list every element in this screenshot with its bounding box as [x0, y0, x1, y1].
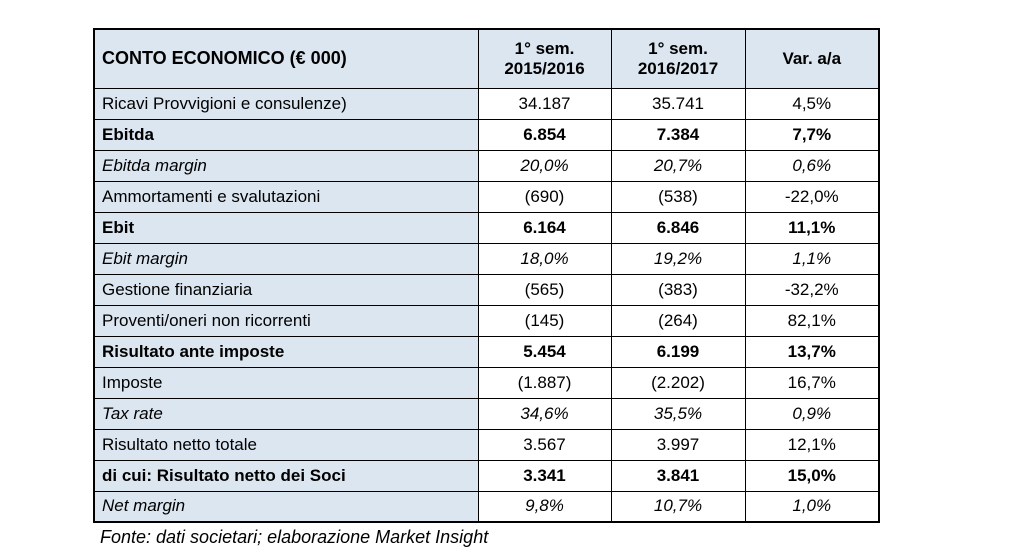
row-value: 34.187	[477, 87, 612, 120]
table-row: Ammortamenti e svalutazioni (690) (538) -22…	[93, 180, 880, 213]
row-value: 0,9%	[744, 397, 880, 430]
col-header-line1: 1° sem.	[648, 39, 708, 59]
row-value: 7.384	[610, 118, 746, 151]
row-value: 3.997	[610, 428, 746, 461]
row-label: di cui: Risultato netto dei Soci	[93, 459, 479, 492]
row-value: 20,7%	[610, 149, 746, 182]
row-label: Gestione finanziaria	[93, 273, 479, 306]
table-body: Ricavi Provvigioni e consulenze) 34.187 35…	[93, 87, 880, 523]
row-value: -22,0%	[744, 180, 880, 213]
table-row: Risultato ante imposte 5.454 6.199 13,7%	[93, 335, 880, 368]
row-label: Net margin	[93, 490, 479, 523]
row-value: (145)	[477, 304, 612, 337]
table-row: Net margin 9,8% 10,7% 1,0%	[93, 490, 880, 523]
table-row: Risultato netto totale 3.567 3.997 12,1%	[93, 428, 880, 461]
col-header-line2: 2015/2016	[504, 58, 585, 78]
row-value: 10,7%	[610, 490, 746, 523]
row-label: Imposte	[93, 366, 479, 399]
row-label: Risultato ante imposte	[93, 335, 479, 368]
table-row: Ricavi Provvigioni e consulenze) 34.187 35…	[93, 87, 880, 120]
row-value: 19,2%	[610, 242, 746, 275]
col-header-line1: Var. a/a	[782, 48, 842, 68]
row-value: 34,6%	[477, 397, 612, 430]
row-value: 35.741	[610, 87, 746, 120]
col-header-var-yoy: Var. a/a	[744, 28, 880, 89]
row-value: 3.841	[610, 459, 746, 492]
row-value: 6.846	[610, 211, 746, 244]
row-value: 6.164	[477, 211, 612, 244]
table-row: Ebitda 6.854 7.384 7,7%	[93, 118, 880, 151]
row-value: 1,0%	[744, 490, 880, 523]
row-value: 0,6%	[744, 149, 880, 182]
row-value: 3.567	[477, 428, 612, 461]
row-value: (2.202)	[610, 366, 746, 399]
table-row: di cui: Risultato netto dei Soci 3.341 3.8…	[93, 459, 880, 492]
table-row: Proventi/oneri non ricorrenti (145) (264) 8…	[93, 304, 880, 337]
table-title-cell: CONTO ECONOMICO (€ 000)	[93, 28, 479, 89]
row-value: (538)	[610, 180, 746, 213]
table-row: Imposte (1.887) (2.202) 16,7%	[93, 366, 880, 399]
row-label: Ebit margin	[93, 242, 479, 275]
income-statement-table: CONTO ECONOMICO (€ 000) 1° sem. 2015/201…	[93, 28, 880, 523]
row-value: 35,5%	[610, 397, 746, 430]
row-value: 4,5%	[744, 87, 880, 120]
row-value: (383)	[610, 273, 746, 306]
row-value: 12,1%	[744, 428, 880, 461]
row-label: Ricavi Provvigioni e consulenze)	[93, 87, 479, 120]
row-value: 15,0%	[744, 459, 880, 492]
row-label: Risultato netto totale	[93, 428, 479, 461]
row-value: 20,0%	[477, 149, 612, 182]
row-value: 9,8%	[477, 490, 612, 523]
row-value: (690)	[477, 180, 612, 213]
row-value: (264)	[610, 304, 746, 337]
row-label: Ebit	[93, 211, 479, 244]
row-value: -32,2%	[744, 273, 880, 306]
header-row: CONTO ECONOMICO (€ 000) 1° sem. 2015/201…	[93, 28, 880, 89]
row-value: 6.199	[610, 335, 746, 368]
table-row: Ebitda margin 20,0% 20,7% 0,6%	[93, 149, 880, 182]
row-label: Ebitda	[93, 118, 479, 151]
col-header-line2: 2016/2017	[637, 58, 719, 78]
table-row: Ebit 6.164 6.846 11,1%	[93, 211, 880, 244]
row-value: 6.854	[477, 118, 612, 151]
row-value: 11,1%	[744, 211, 880, 244]
row-label: Ammortamenti e svalutazioni	[93, 180, 479, 213]
table-row: Ebit margin 18,0% 19,2% 1,1%	[93, 242, 880, 275]
row-label: Proventi/oneri non ricorrenti	[93, 304, 479, 337]
row-value: 5.454	[477, 335, 612, 368]
table-row: Tax rate 34,6% 35,5% 0,9%	[93, 397, 880, 430]
row-value: (1.887)	[477, 366, 612, 399]
row-label: Tax rate	[93, 397, 479, 430]
row-value: 13,7%	[744, 335, 880, 368]
row-value: 82,1%	[744, 304, 880, 337]
col-header-line1: 1° sem.	[514, 39, 575, 59]
col-header-sem-2015-2016: 1° sem. 2015/2016	[477, 28, 612, 89]
row-value: 1,1%	[744, 242, 880, 275]
table-row: Gestione finanziaria (565) (383) -32,2%	[93, 273, 880, 306]
row-value: 7,7%	[744, 118, 880, 151]
row-value: (565)	[477, 273, 612, 306]
row-label: Ebitda margin	[93, 149, 479, 182]
source-note: Fonte: dati societari; elaborazione Mark…	[100, 527, 489, 547]
col-header-sem-2016-2017: 1° sem. 2016/2017	[610, 28, 746, 89]
row-value: 3.341	[477, 459, 612, 492]
row-value: 18,0%	[477, 242, 612, 275]
row-value: 16,7%	[744, 366, 880, 399]
